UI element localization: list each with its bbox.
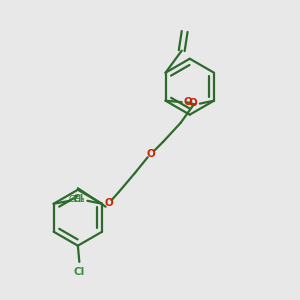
Text: CH₃: CH₃ [68, 195, 85, 204]
Text: Cl: Cl [72, 194, 83, 204]
Text: O: O [147, 149, 156, 159]
Text: O: O [104, 198, 113, 208]
Text: O: O [183, 97, 192, 107]
Text: Cl: Cl [74, 267, 85, 277]
Text: O: O [188, 98, 197, 108]
